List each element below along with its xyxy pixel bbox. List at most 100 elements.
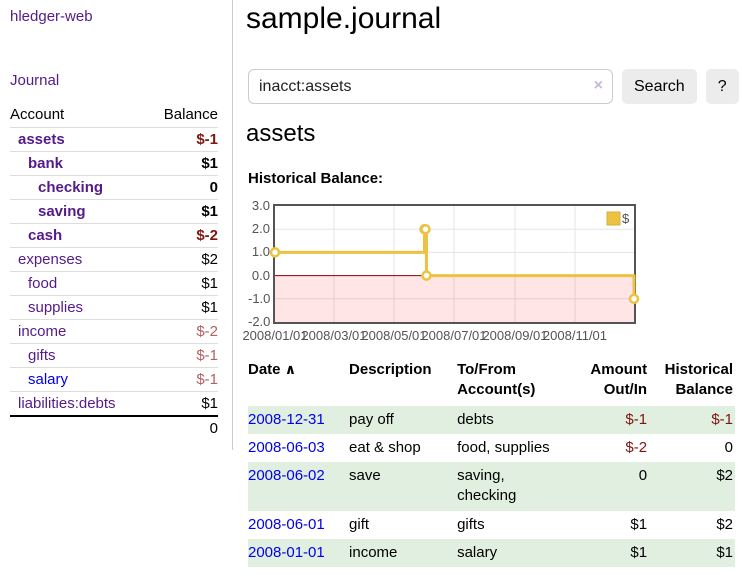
transaction-date-link[interactable]: 2008-12-31 bbox=[248, 410, 325, 428]
sidebar-item-journal[interactable]: Journal bbox=[10, 72, 60, 89]
accounts-header-account: Account bbox=[10, 106, 65, 123]
account-link[interactable]: assets bbox=[18, 131, 65, 148]
y-axis-tick-label: 0.0 bbox=[251, 267, 270, 283]
account-cell: cash bbox=[10, 223, 148, 248]
chart-label: Historical Balance: bbox=[248, 170, 384, 187]
transaction-date-cell: 2008-12-31 bbox=[248, 406, 349, 434]
search-input[interactable] bbox=[248, 69, 613, 104]
account-balance: $1 bbox=[147, 391, 218, 416]
register-header-row: Date ∧ Description To/From Account(s) Am… bbox=[248, 356, 735, 406]
account-row: expenses $2 bbox=[10, 247, 218, 272]
account-link[interactable]: bank bbox=[28, 155, 64, 172]
accounts-header-balance: Balance bbox=[163, 106, 218, 123]
register-header-accounts: To/From Account(s) bbox=[457, 361, 536, 398]
account-row: liabilities:debts $1 bbox=[10, 391, 218, 416]
register-table-body: 2008-12-31 pay off debts $-1 $-1 2008-06-03 ea… bbox=[248, 405, 735, 568]
account-link[interactable]: food bbox=[28, 275, 58, 292]
y-axis-tick-label: 3.0 bbox=[251, 198, 270, 213]
account-cell: expenses bbox=[10, 247, 148, 272]
transaction-description: eat & shop bbox=[349, 438, 421, 456]
register-header-balance: Historical Balance bbox=[664, 361, 733, 398]
clear-search-icon[interactable]: × bbox=[593, 77, 603, 94]
transaction-row: 2008-06-03 eat & shop food, supplies $-2 0 bbox=[248, 434, 735, 462]
account-cell: income bbox=[10, 319, 148, 344]
accounts-table-body: assets $-1 bank $1 checking 0 saving $1 cash $-2 e… bbox=[10, 127, 218, 416]
transaction-date-link[interactable]: 2008-06-02 bbox=[248, 467, 325, 485]
register-header-amount: Amount Out/In bbox=[590, 361, 648, 398]
account-link[interactable]: saving bbox=[38, 203, 86, 220]
sort-asc-icon: ∧ bbox=[284, 361, 297, 377]
account-row: assets $-1 bbox=[10, 127, 218, 152]
account-row: food $1 bbox=[10, 271, 218, 296]
transaction-amount: $1 bbox=[630, 515, 648, 533]
account-row: income $-2 bbox=[10, 319, 218, 344]
transaction-balance: $1 bbox=[716, 543, 733, 561]
account-link[interactable]: checking bbox=[38, 179, 104, 196]
date-header-label: Date bbox=[248, 361, 281, 378]
account-link[interactable]: liabilities:debts bbox=[18, 395, 116, 412]
account-balance: $1 bbox=[147, 151, 218, 176]
account-cell: saving bbox=[10, 199, 148, 224]
legend-swatch bbox=[606, 211, 621, 226]
account-link[interactable]: supplies bbox=[28, 299, 84, 316]
account-link[interactable]: cash bbox=[28, 227, 63, 244]
transaction-date-link[interactable]: 2008-01-01 bbox=[248, 543, 325, 561]
transaction-description: save bbox=[349, 467, 381, 485]
y-axis-tick-label: -2.0 bbox=[248, 314, 271, 329]
account-cell: food bbox=[10, 271, 148, 296]
transaction-accounts: gifts bbox=[457, 515, 485, 533]
x-axis-tick-label: 2008/03/01 bbox=[301, 328, 367, 343]
chart-canvas: $ bbox=[269, 206, 640, 322]
account-link[interactable]: gifts bbox=[28, 347, 56, 364]
transaction-date-cell: 2008-01-01 bbox=[248, 539, 349, 567]
x-axis-tick-label: 2008/11/01 bbox=[542, 328, 608, 343]
y-axis-tick-label: 2.0 bbox=[251, 221, 270, 237]
register-header-date[interactable]: Date ∧ bbox=[248, 356, 349, 406]
account-link[interactable]: income bbox=[18, 323, 67, 340]
x-axis-tick-label: 2008/01/01 bbox=[242, 328, 308, 343]
account-row: salary $-1 bbox=[10, 367, 218, 392]
x-axis-tick-label: 2008/09/01 bbox=[482, 328, 548, 343]
accounts-table: Account Balance assets $-1 bank $1 checking 0… bbox=[10, 103, 218, 440]
register-header-description: Description bbox=[349, 361, 432, 378]
transaction-accounts: salary bbox=[457, 543, 498, 561]
account-balance: $1 bbox=[147, 199, 218, 224]
transaction-row: 2008-01-01 income salary $1 $1 bbox=[248, 538, 735, 568]
transaction-accounts: debts bbox=[457, 410, 494, 428]
accounts-total-balance: 0 bbox=[147, 415, 218, 440]
transaction-date-cell: 2008-06-03 bbox=[248, 434, 349, 462]
transaction-row: 2008-06-01 gift gifts $1 $2 bbox=[248, 511, 735, 539]
account-link[interactable]: salary bbox=[28, 371, 69, 388]
page-title: sample.journal bbox=[246, 2, 442, 35]
help-button[interactable]: ? bbox=[705, 69, 739, 104]
x-axis-tick-label: 2008/07/01 bbox=[421, 328, 487, 343]
account-row: gifts $-1 bbox=[10, 343, 218, 368]
transaction-accounts: food, supplies bbox=[457, 438, 550, 456]
transaction-amount: $1 bbox=[630, 543, 648, 561]
account-heading: assets bbox=[246, 120, 316, 147]
accounts-total-row: 0 bbox=[10, 415, 218, 440]
account-cell: checking bbox=[10, 175, 148, 200]
transaction-balance: 0 bbox=[724, 438, 733, 456]
transaction-date-link[interactable]: 2008-06-03 bbox=[248, 438, 325, 456]
chart-plot-area: $ bbox=[269, 204, 640, 324]
search-button[interactable]: Search bbox=[622, 69, 697, 104]
search-input-wrap: × bbox=[248, 69, 613, 104]
transaction-row: 2008-12-31 pay off debts $-1 $-1 bbox=[248, 405, 735, 434]
account-balance: $1 bbox=[147, 295, 218, 320]
account-balance: $-2 bbox=[147, 223, 218, 248]
transaction-date-link[interactable]: 2008-06-01 bbox=[248, 515, 325, 533]
transaction-description: income bbox=[349, 543, 398, 561]
app-brand-link[interactable]: hledger-web bbox=[10, 8, 93, 25]
account-cell: assets bbox=[10, 127, 148, 152]
account-balance: 0 bbox=[147, 175, 218, 200]
y-axis-tick-label: 1.0 bbox=[251, 244, 270, 260]
transaction-amount: $-1 bbox=[625, 410, 648, 428]
transaction-description: gift bbox=[349, 515, 370, 533]
data-point-marker bbox=[420, 223, 431, 235]
account-row: cash $-2 bbox=[10, 223, 218, 248]
transaction-balance: $-1 bbox=[711, 410, 733, 428]
register-table: Date ∧ Description To/From Account(s) Am… bbox=[248, 356, 735, 568]
transaction-amount: $-2 bbox=[625, 438, 648, 456]
account-link[interactable]: expenses bbox=[18, 251, 83, 268]
